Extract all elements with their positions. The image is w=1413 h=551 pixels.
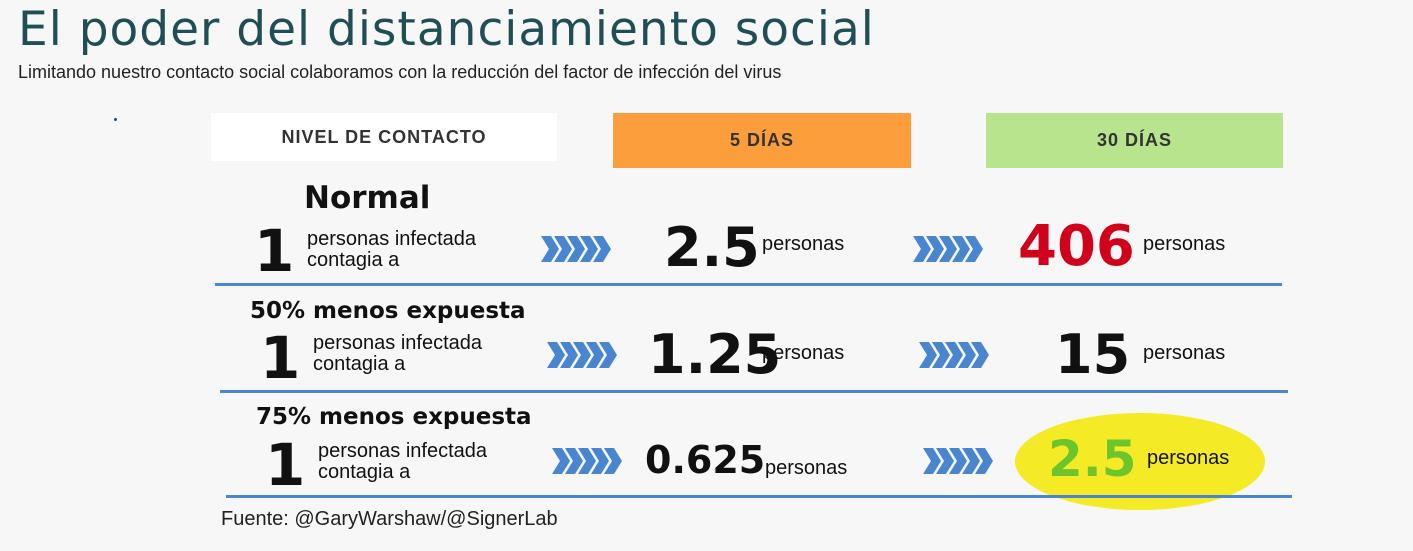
header-5-days: 5 DÍAS — [613, 113, 911, 168]
infected-line2: contagia a — [307, 249, 400, 271]
level-label: Normal — [304, 180, 431, 216]
infected-line1: personas infectada — [313, 332, 483, 354]
infected-line2: contagia a — [313, 353, 406, 375]
unit-5-days: personas — [762, 342, 845, 364]
unit-30-days: personas — [1143, 233, 1226, 255]
infected-line1: personas infectada — [307, 228, 477, 250]
source-credit: Fuente: @GaryWarshaw/@SignerLab — [221, 508, 558, 530]
infected-line1: personas infectada — [318, 440, 488, 462]
unit-30-days: personas — [1147, 447, 1230, 469]
chevron-arrows-icon — [919, 342, 989, 368]
level-label: 50% menos expuesta — [250, 298, 526, 324]
one-count: 1 — [254, 217, 295, 285]
one-count: 1 — [260, 324, 301, 392]
unit-5-days: personas — [762, 233, 845, 255]
highlight-ellipse — [1015, 413, 1265, 510]
chevron-arrows-icon — [552, 448, 622, 474]
header-contact-level: NIVEL DE CONTACTO — [211, 113, 557, 161]
page-subtitle: Limitando nuestro contacto social colabo… — [18, 62, 782, 82]
chevron-arrows-icon — [541, 236, 611, 262]
value-30-days: 406 — [1018, 214, 1135, 279]
value-5-days: 1.25 — [648, 323, 782, 386]
one-count: 1 — [265, 431, 306, 499]
chevron-arrows-icon — [913, 236, 983, 262]
unit-5-days: personas — [765, 457, 848, 479]
chevron-arrows-icon — [923, 448, 993, 474]
level-label: 75% menos expuesta — [256, 404, 532, 430]
infected-line2: contagia a — [318, 461, 411, 483]
value-5-days: 2.5 — [664, 216, 760, 279]
value-5-days: 0.625 — [645, 438, 766, 482]
value-30-days: 2.5 — [1048, 430, 1137, 488]
row-separator — [215, 283, 1282, 286]
row-separator — [220, 390, 1288, 393]
header-30-days: 30 DÍAS — [986, 113, 1283, 168]
page-title: El poder del distanciamiento social — [18, 2, 875, 57]
unit-30-days: personas — [1143, 342, 1226, 364]
row-separator — [226, 495, 1292, 498]
value-30-days: 15 — [1055, 323, 1131, 386]
stray-dot — [114, 118, 117, 121]
chevron-arrows-icon — [547, 342, 617, 368]
